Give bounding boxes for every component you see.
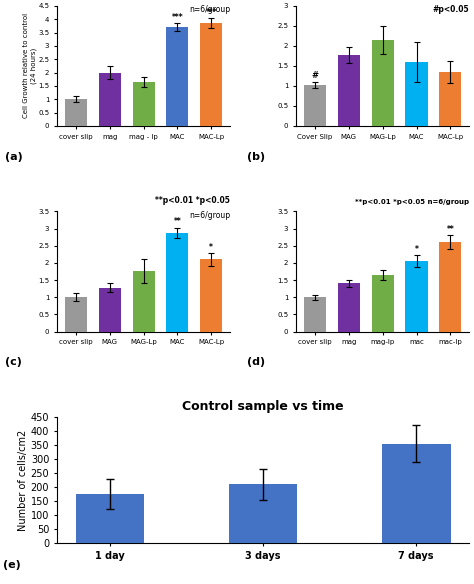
Text: ***: *** — [205, 8, 217, 17]
Bar — [99, 287, 121, 332]
Text: (a): (a) — [5, 152, 23, 162]
Bar — [166, 232, 188, 332]
Bar — [439, 72, 461, 126]
Bar — [133, 272, 155, 332]
Bar — [133, 82, 155, 126]
Bar — [65, 297, 87, 332]
Bar — [65, 99, 87, 126]
Text: (d): (d) — [247, 357, 265, 367]
Bar — [76, 494, 145, 543]
Text: *: * — [210, 243, 213, 252]
Text: n=6/group: n=6/group — [189, 5, 230, 14]
Text: ***: *** — [172, 13, 183, 22]
Bar — [166, 27, 188, 126]
Bar — [405, 62, 428, 126]
Bar — [372, 40, 393, 126]
Bar — [338, 283, 360, 332]
Bar — [200, 23, 222, 126]
Text: #: # — [311, 71, 319, 81]
Bar — [338, 55, 360, 126]
Bar — [382, 444, 450, 543]
Title: Control sample vs time: Control sample vs time — [182, 400, 344, 413]
Bar — [439, 242, 461, 332]
Bar — [99, 72, 121, 126]
Text: (c): (c) — [5, 357, 22, 367]
Text: *: * — [415, 245, 419, 253]
Y-axis label: Cell Growth relative to control
(24 hours): Cell Growth relative to control (24 hour… — [23, 13, 36, 119]
Text: (b): (b) — [247, 152, 265, 162]
Bar — [200, 259, 222, 332]
Bar — [405, 261, 428, 332]
Text: **p<0.01 *p<0.05: **p<0.01 *p<0.05 — [155, 196, 230, 206]
Text: #p<0.05: #p<0.05 — [433, 5, 469, 14]
Text: (e): (e) — [3, 560, 21, 571]
Y-axis label: Number of cells/cm2: Number of cells/cm2 — [18, 429, 28, 531]
Bar — [228, 484, 298, 543]
Text: **: ** — [173, 217, 181, 226]
Text: **: ** — [447, 225, 454, 234]
Bar — [372, 275, 393, 332]
Bar — [304, 85, 326, 126]
Bar — [304, 297, 326, 332]
Text: **p<0.01 *p<0.05 n=6/group: **p<0.01 *p<0.05 n=6/group — [355, 199, 469, 206]
Text: n=6/group: n=6/group — [189, 211, 230, 220]
